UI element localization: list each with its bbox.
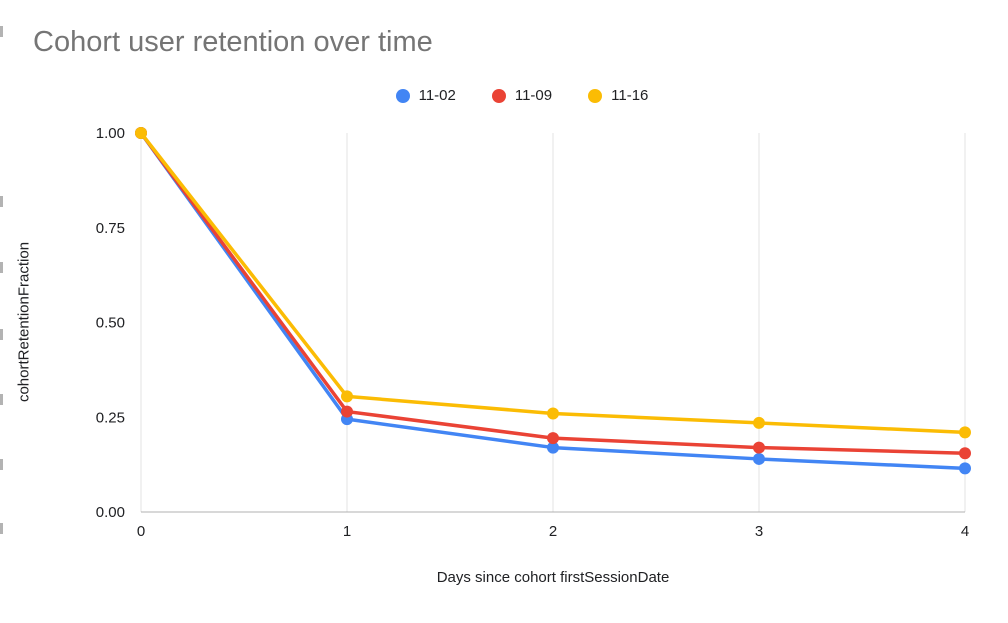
data-point [547,441,559,454]
edge-artifact [0,523,3,534]
gridlines [140,133,966,512]
legend-label: 11-16 [611,87,649,104]
y-tick-label: 1.00 [96,125,125,142]
edge-artifact [0,394,3,405]
x-tick-labels: 0 1 2 3 4 [137,523,969,540]
y-tick-label: 0.75 [96,220,125,237]
x-tick-label: 2 [549,523,557,540]
legend-item-series-2: 11-09 [491,87,553,104]
data-point [135,127,147,139]
edge-artifact [0,329,3,340]
data-point [341,390,353,403]
data-point [547,407,559,420]
legend-dot-icon [491,88,506,103]
data-point [753,416,765,429]
legend-item-series-1: 11-02 [395,87,456,104]
edge-artifact [0,26,3,37]
y-tick-label: 0.00 [96,504,125,521]
data-point [959,462,971,475]
data-point [959,426,971,439]
edge-artifact [0,196,3,207]
legend-dot-icon [588,88,603,103]
data-point [547,432,559,445]
x-axis-title: Days since cohort firstSessionDate [436,569,670,586]
x-tick-label: 3 [755,523,763,540]
legend-label: 11-09 [514,87,553,104]
data-point [753,452,765,465]
chart-legend: 11-02 11-09 11-16 [18,87,1008,104]
left-edge-clipped-text [0,0,6,623]
y-tick-label: 0.50 [96,315,125,332]
x-tick-label: 1 [343,523,351,540]
edge-artifact [0,262,3,273]
y-tick-label: 0.25 [96,409,125,426]
x-tick-label: 0 [137,523,145,540]
legend-label: 11-02 [418,87,456,104]
series-11-16 [135,127,971,439]
legend-item-series-3: 11-16 [588,87,648,104]
chart-title: Cohort user retention over time [33,26,433,58]
legend-dot-icon [395,88,410,103]
edge-artifact [0,459,3,470]
data-point [959,447,971,460]
x-tick-label: 4 [961,523,969,540]
data-point [753,441,765,454]
data-point [341,405,353,418]
y-tick-labels: 0.00 0.25 0.50 0.75 1.00 [96,125,125,521]
